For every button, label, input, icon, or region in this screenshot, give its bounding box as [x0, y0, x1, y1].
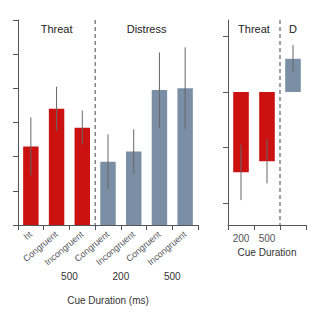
svg-text:500: 500 [164, 271, 181, 282]
svg-text:500: 500 [259, 233, 276, 244]
svg-text:Threat: Threat [41, 23, 73, 35]
svg-text:Cue Duration (ms): Cue Duration (ms) [67, 295, 149, 306]
svg-text:Distress: Distress [127, 23, 167, 35]
svg-text:Congruent: Congruent [21, 229, 60, 264]
svg-text:500: 500 [61, 271, 78, 282]
svg-text:Incongruent: Incongruent [94, 229, 137, 268]
svg-text:Cue Duration: Cue Duration [238, 247, 297, 258]
svg-text:Incongruent: Incongruent [42, 229, 86, 268]
svg-text:200: 200 [113, 271, 130, 282]
svg-text:Congruent: Congruent [124, 229, 163, 264]
svg-text:ht: ht [22, 229, 35, 242]
svg-text:Threat: Threat [238, 23, 270, 35]
svg-text:Congruent: Congruent [72, 229, 112, 264]
svg-text:D: D [289, 23, 297, 35]
svg-text:Incongruent: Incongruent [146, 229, 189, 268]
svg-text:200: 200 [233, 233, 250, 244]
